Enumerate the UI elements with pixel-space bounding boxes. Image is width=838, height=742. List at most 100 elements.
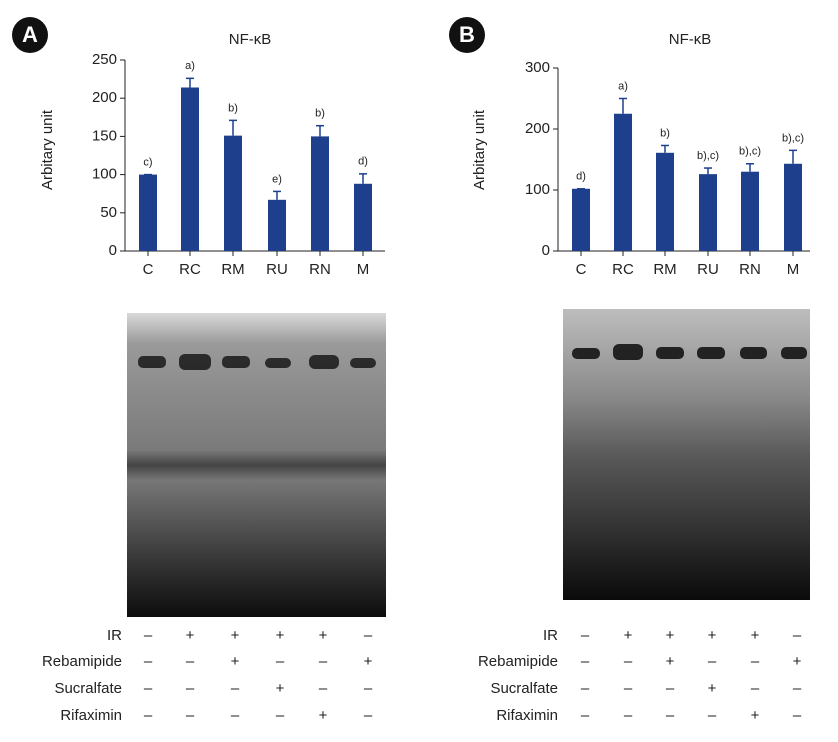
treatment-mark: + [319,627,328,644]
row-label: Sucralfate [490,680,558,697]
row-label: Rebamipide [478,653,558,670]
bar [741,171,759,251]
treatment-mark: – [666,680,675,697]
panel-badge [449,17,485,53]
bar [268,199,286,251]
row-label: Sucralfate [54,680,122,697]
x-tick-label: M [787,261,800,278]
treatment-mark: – [186,680,195,697]
treatment-mark: – [708,653,717,670]
y-tick-label: 300 [525,59,550,76]
treatment-mark: + [793,653,802,670]
row-label: IR [107,627,122,644]
x-tick-label: M [357,261,370,278]
annotation: b),c) [739,146,761,158]
row-label: Rifaximin [60,707,122,724]
gel-a [127,313,386,617]
treatment-mark: – [624,707,633,724]
treatment-mark: – [751,680,760,697]
bar [656,152,674,251]
treatment-mark: – [793,680,802,697]
y-tick-label: 150 [92,127,117,144]
y-tick-label: 50 [100,204,117,221]
treatment-mark: – [364,680,373,697]
treatment-mark: + [276,680,285,697]
treatment-mark: – [581,680,590,697]
treatment-mark: + [751,627,760,644]
x-tick-label: C [143,261,154,278]
x-tick-label: RN [309,261,331,278]
treatment-mark: – [319,680,328,697]
annotation: d) [576,171,586,183]
treatment-mark: – [581,653,590,670]
treatment-mark: – [581,707,590,724]
y-axis-label: Arbitary unit [471,109,488,190]
gel-b [563,309,810,600]
treatment-mark: – [144,653,153,670]
bar [311,136,329,251]
bar [699,174,717,251]
treatment-mark: – [666,707,675,724]
treatment-mark: – [231,680,240,697]
annotation: b),c) [782,132,804,144]
treatment-mark: + [231,627,240,644]
x-tick-label: RM [221,261,244,278]
x-tick-label: RC [612,261,634,278]
treatment-mark: + [708,680,717,697]
x-tick-label: RN [739,261,761,278]
treatment-mark: – [144,627,153,644]
y-axis-label: Arbitary unit [39,109,56,190]
treatment-mark: – [708,707,717,724]
bar [784,163,802,251]
bar [181,87,199,251]
x-tick-label: C [576,261,587,278]
treatment-mark: – [364,627,373,644]
treatment-mark: + [666,627,675,644]
annotation: b) [660,127,670,139]
chart-title: NF-κB [669,31,712,48]
x-tick-label: RU [697,261,719,278]
treatment-mark: + [186,627,195,644]
treatment-mark: – [186,653,195,670]
x-tick-label: RU [266,261,288,278]
y-tick-label: 200 [525,120,550,137]
y-tick-label: 0 [542,242,550,259]
panel-label: B [459,22,475,47]
treatment-mark: – [624,680,633,697]
x-tick-label: RM [653,261,676,278]
row-label: IR [543,627,558,644]
x-tick-label: RC [179,261,201,278]
bar [572,188,590,251]
treatment-mark: – [364,707,373,724]
annotation: e) [272,173,282,185]
treatment-mark: – [276,653,285,670]
treatment-mark: + [276,627,285,644]
treatment-mark: + [624,627,633,644]
treatment-mark: – [186,707,195,724]
treatment-mark: + [708,627,717,644]
treatment-mark: – [581,627,590,644]
treatment-mark: – [144,680,153,697]
annotation: d) [358,156,368,168]
annotation: b),c) [697,150,719,162]
treatment-mark: + [319,707,328,724]
y-tick-label: 0 [109,242,117,259]
bar [139,174,157,251]
chart-title: NF-κB [229,31,272,48]
treatment-mark: – [276,707,285,724]
row-label: Rebamipide [42,653,122,670]
treatment-mark: + [751,707,760,724]
y-tick-label: 200 [92,89,117,106]
treatment-mark: – [144,707,153,724]
panel-badge [12,17,48,53]
annotation: c) [143,157,152,169]
treatment-mark: – [751,653,760,670]
y-tick-label: 100 [525,181,550,198]
treatment-mark: + [666,653,675,670]
y-tick-label: 100 [92,166,117,183]
annotation: a) [185,60,195,72]
bar [224,135,242,251]
treatment-mark: – [793,627,802,644]
treatment-mark: – [231,707,240,724]
